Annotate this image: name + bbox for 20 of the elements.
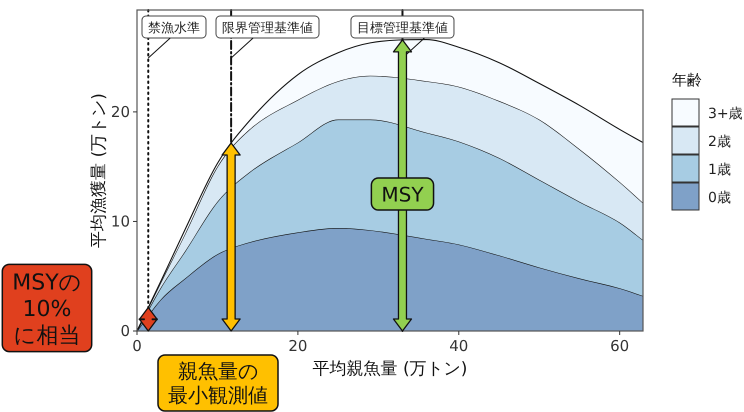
annotation: MSY — [370, 177, 434, 211]
legend-label: 1歳 — [708, 162, 731, 178]
x-tick-label: 0 — [132, 337, 142, 355]
legend-label: 0歳 — [708, 190, 731, 206]
annotation: MSY — [381, 182, 424, 206]
annotation: MSYの10%に相当 — [2, 264, 92, 352]
y-tick-label: 20 — [110, 102, 130, 121]
ref-line-label: 禁漁水準 — [148, 21, 200, 36]
y-tick-label: 10 — [110, 212, 130, 230]
ref-line-label: 目標管理基準値 — [356, 21, 448, 36]
x-tick-label: 40 — [449, 337, 468, 355]
legend-label: 2歳 — [708, 134, 731, 150]
y-tick-label: 0 — [120, 322, 130, 340]
x-tick-label: 20 — [288, 337, 308, 355]
annotation: 親魚量の最小観測値 — [157, 354, 279, 412]
ref-line-label: 限界管理基準値 — [222, 21, 313, 36]
y-axis-title: 平均漁獲量 (万トン) — [89, 93, 109, 248]
x-tick-label: 60 — [610, 337, 630, 355]
x-axis-title: 平均親魚量 (万トン) — [312, 359, 468, 379]
legend-title: 年齢 — [672, 71, 702, 89]
